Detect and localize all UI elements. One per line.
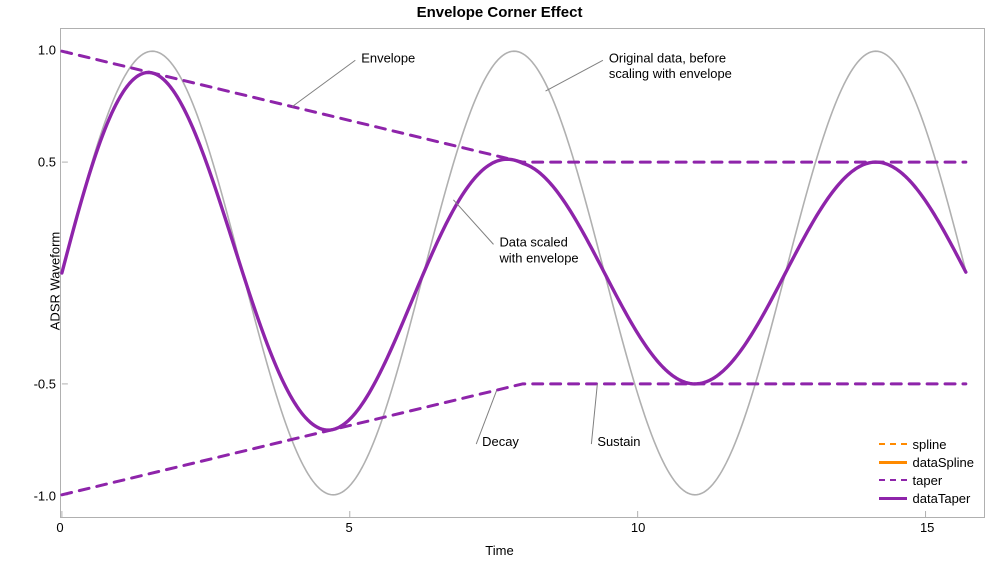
annotation-text: Original data, beforescaling with envelo… — [609, 50, 732, 81]
annotation-text: Decay — [482, 434, 519, 449]
legend-label: spline — [913, 437, 947, 452]
series-taper-upper — [62, 51, 966, 162]
legend-label: dataSpline — [913, 455, 974, 470]
y-tick-label: 1.0 — [0, 43, 56, 58]
chart-title: Envelope Corner Effect — [0, 4, 999, 21]
plot-area: Envelope Original data, beforescaling wit… — [60, 28, 985, 518]
x-tick-label: 5 — [345, 520, 352, 535]
x-tick-label: 15 — [920, 520, 934, 535]
y-tick-label: 0.5 — [0, 154, 56, 169]
plot-svg: Envelope Original data, beforescaling wit… — [61, 29, 984, 517]
annotation-text: Sustain — [597, 434, 640, 449]
legend-swatch — [879, 443, 907, 445]
annotation-leader — [546, 60, 603, 91]
annotation-leader — [453, 200, 493, 245]
x-tick-label: 0 — [56, 520, 63, 535]
annotation-text: Envelope — [361, 50, 415, 65]
series-spline — [62, 51, 966, 495]
legend-swatch — [879, 479, 907, 481]
legend-item: taper — [879, 471, 974, 489]
legend-swatch — [879, 497, 907, 500]
x-axis-label: Time — [0, 543, 999, 558]
y-tick-label: -1.0 — [0, 488, 56, 503]
y-tick-label: -0.5 — [0, 377, 56, 392]
legend-label: taper — [913, 473, 943, 488]
legend-item: spline — [879, 435, 974, 453]
annotation-text: Data scaledwith envelope — [498, 234, 578, 265]
legend-item: dataSpline — [879, 453, 974, 471]
legend-label: dataTaper — [913, 491, 971, 506]
legend: spline dataSpline taper dataTaper — [879, 435, 974, 507]
x-tick-label: 10 — [631, 520, 645, 535]
chart-container: Envelope Corner Effect ADSR Waveform Tim… — [0, 0, 999, 562]
legend-item: dataTaper — [879, 489, 974, 507]
annotation-leader — [292, 60, 355, 106]
legend-swatch — [879, 461, 907, 464]
